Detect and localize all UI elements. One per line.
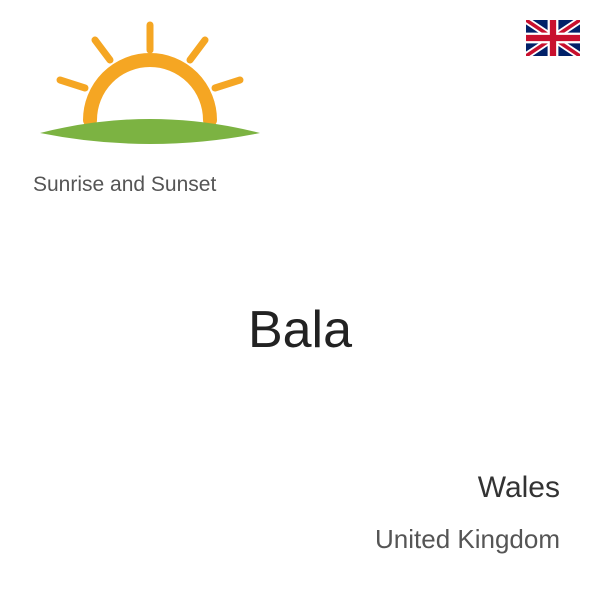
city-name: Bala	[0, 300, 600, 360]
country-name: United Kingdom	[375, 524, 560, 555]
sunrise-icon	[25, 15, 275, 165]
tagline-text: Sunrise and Sunset	[33, 173, 285, 197]
uk-flag-icon	[526, 20, 580, 56]
region-name: Wales	[478, 471, 560, 505]
logo-block: Sunrise and Sunset	[25, 15, 285, 197]
